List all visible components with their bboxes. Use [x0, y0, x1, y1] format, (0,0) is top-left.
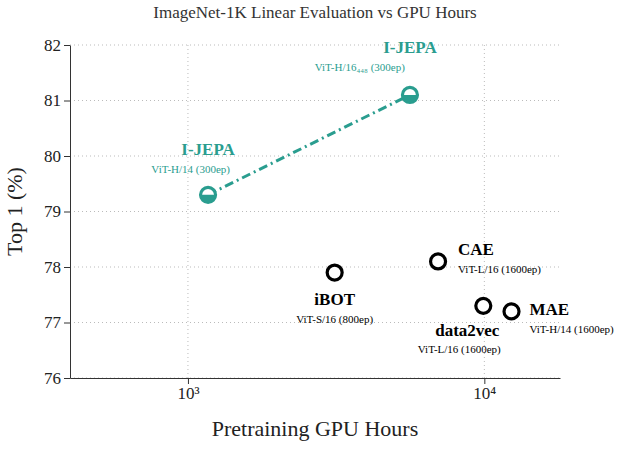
point-detail: ViT-H/16₄₄₈ (300ep) — [315, 61, 406, 74]
point-marker — [504, 304, 519, 319]
tick-label: 80 — [44, 147, 61, 166]
point-detail: ViT-S/16 (800ep) — [296, 313, 373, 326]
axis-line — [70, 46, 71, 379]
tick: 79 — [44, 202, 70, 221]
point-name: MAE — [530, 300, 570, 319]
point-name: data2vec — [435, 321, 500, 340]
point-detail: ViT-H/14 (1600ep) — [530, 323, 615, 336]
point — [431, 254, 446, 269]
point-name: I-JEPA — [181, 140, 235, 159]
grid-line-y — [70, 211, 560, 212]
point-half-fill — [402, 95, 417, 103]
grid-line-y — [70, 378, 560, 379]
tick-mark — [64, 267, 70, 268]
tick-mark — [64, 212, 70, 213]
tick-mark — [64, 156, 70, 157]
tick: 80 — [44, 147, 70, 166]
point-half-fill — [201, 195, 216, 203]
tick-mark — [64, 101, 70, 102]
tick: 81 — [44, 91, 70, 110]
tick-mark — [64, 45, 70, 46]
tick-label: 10⁴ — [473, 384, 496, 403]
grid-line-y — [70, 45, 560, 46]
tick-label: 77 — [44, 313, 62, 332]
point-marker — [201, 187, 216, 202]
chart-title: ImageNet-1K Linear Evaluation vs GPU Hou… — [153, 3, 476, 22]
point — [402, 87, 417, 102]
point — [504, 304, 519, 319]
tick: 10³ — [177, 378, 199, 403]
grid-line-y — [70, 100, 560, 101]
point-marker — [402, 87, 417, 102]
tick-label: 76 — [44, 369, 61, 388]
point-marker — [327, 265, 342, 280]
tick-mark — [64, 323, 70, 324]
point-marker — [431, 254, 446, 269]
tick-label: 78 — [44, 258, 61, 277]
series-line — [208, 95, 410, 195]
y-axis: 76 77 78 79 80 81 82 — [44, 36, 71, 388]
tick: 77 — [44, 313, 70, 332]
point-detail: ViT-H/14 (300ep) — [151, 163, 230, 176]
point — [476, 298, 491, 313]
y-axis-title: Top 1 (%) — [2, 167, 27, 256]
annotations: I-JEPA ViT-H/14 (300ep) I-JEPA ViT-H/16₄₄₈ … — [151, 38, 614, 356]
tick-label: 10³ — [177, 384, 199, 403]
point-detail: ViT-L/16 (1600ep) — [458, 263, 541, 276]
tick-mark — [64, 378, 70, 379]
x-axis-title: Pretraining GPU Hours — [212, 416, 419, 441]
tick-label: 79 — [44, 202, 61, 221]
tick-label: 81 — [44, 91, 61, 110]
grid-line-y — [70, 156, 560, 157]
grid-line-x — [187, 45, 188, 378]
point-marker — [476, 298, 491, 313]
point-name: I-JEPA — [383, 38, 437, 57]
point — [327, 265, 342, 280]
tick: 10⁴ — [473, 378, 496, 403]
chart: 10³ 10⁴ 76 77 78 79 80 81 82 ImageNet-1K Linear E… — [0, 0, 638, 450]
tick: 82 — [44, 36, 70, 55]
tick: 78 — [44, 258, 70, 277]
point-name: CAE — [458, 240, 494, 259]
tick-label: 82 — [44, 36, 61, 55]
marks — [201, 87, 519, 318]
point-detail: ViT-L/16 (1600ep) — [418, 343, 501, 356]
axis-line — [71, 378, 561, 379]
point — [201, 187, 216, 202]
point-name: iBOT — [314, 290, 355, 309]
tick: 76 — [44, 369, 70, 388]
x-axis: 10³ 10⁴ — [71, 378, 561, 403]
grid — [70, 45, 560, 378]
